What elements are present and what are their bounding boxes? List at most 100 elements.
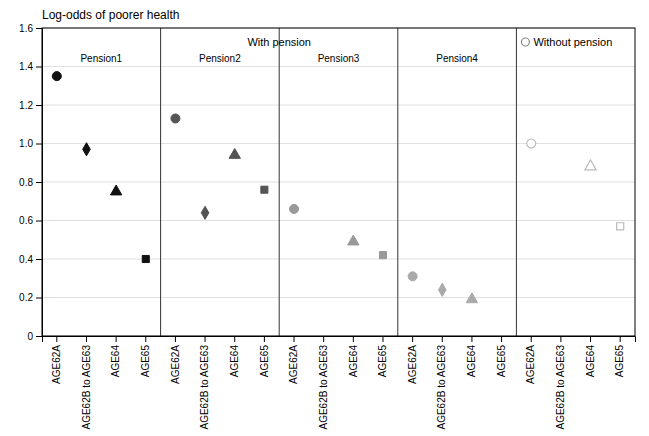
x-tick-mark xyxy=(471,336,472,342)
section-divider xyxy=(397,28,398,336)
y-tick: 0 xyxy=(27,331,42,342)
y-tick-mark xyxy=(36,144,42,145)
series xyxy=(110,148,477,302)
series xyxy=(83,143,446,297)
dividers xyxy=(161,28,517,336)
x-tick: AGE65 xyxy=(259,336,270,377)
x-tick: AGE64 xyxy=(466,336,477,377)
y-tick-label: 0.4 xyxy=(19,254,33,265)
x-tick: AGE62B to AGE63 xyxy=(81,336,92,430)
x-tick-mark xyxy=(116,336,117,342)
point xyxy=(379,252,386,259)
x-tick: AGE64 xyxy=(110,336,121,377)
point xyxy=(408,272,417,281)
x-tick-label: AGE62B to AGE63 xyxy=(318,345,329,430)
series xyxy=(585,160,596,170)
grid-line xyxy=(42,105,635,106)
x-tick-mark xyxy=(86,336,87,342)
x-tick-label: AGE62B to AGE63 xyxy=(199,345,210,430)
x-tick: AGE65 xyxy=(377,336,388,377)
y-tick-mark xyxy=(36,221,42,222)
point xyxy=(290,204,299,213)
x-tick: AGE62A xyxy=(170,336,181,384)
y-tick-mark xyxy=(36,259,42,260)
y-tick-label: 1.6 xyxy=(19,23,33,34)
chart: 00.20.40.60.81.01.21.41.6AGE62AAGE62B to… xyxy=(0,0,649,436)
series xyxy=(617,223,624,230)
x-tick: AGE62A xyxy=(288,336,299,384)
series xyxy=(142,186,386,262)
x-tick-label: AGE65 xyxy=(496,345,507,378)
x-tick: AGE62A xyxy=(51,336,62,384)
x-tick-label: AGE62B to AGE63 xyxy=(81,345,92,430)
y-tick: 0.8 xyxy=(19,177,42,188)
x-tick: AGE64 xyxy=(348,336,359,377)
x-tick: AGE62A xyxy=(407,336,418,384)
y-tick-mark xyxy=(36,298,42,299)
point xyxy=(438,283,446,296)
point xyxy=(52,72,61,81)
y-tick-mark xyxy=(36,105,42,106)
section-label: Pension2 xyxy=(199,53,241,64)
x-tick-label: AGE62A xyxy=(407,345,418,384)
annotations: Pension1Pension2Pension3Pension4With pen… xyxy=(80,36,612,64)
x-tick-mark xyxy=(590,336,591,342)
x-tick-mark xyxy=(175,336,176,342)
y-tick: 1.0 xyxy=(19,138,42,149)
y-tick: 1.6 xyxy=(19,23,42,34)
y-tick-label: 0.6 xyxy=(19,215,33,226)
point xyxy=(110,185,121,195)
y-tick: 0.2 xyxy=(19,292,42,303)
x-tick: AGE64 xyxy=(585,336,596,377)
grid-line xyxy=(42,66,635,67)
point xyxy=(201,206,209,219)
series xyxy=(527,139,536,148)
x-tick-label: AGE64 xyxy=(585,345,596,378)
x-tick-mark xyxy=(442,336,443,342)
y-axis: 00.20.40.60.81.01.21.41.6 xyxy=(19,23,42,342)
x-tick-label: AGE64 xyxy=(229,345,240,378)
x-tick-mark xyxy=(205,336,206,342)
series xyxy=(52,72,417,281)
point xyxy=(83,143,91,156)
x-tick-mark xyxy=(382,336,383,342)
x-tick: AGE62A xyxy=(525,336,536,384)
x-tick-label: AGE65 xyxy=(377,345,388,378)
x-tick: AGE62B to AGE63 xyxy=(555,336,566,430)
x-tick-label: AGE65 xyxy=(140,345,151,378)
group-key xyxy=(521,38,529,46)
y-tick: 1.4 xyxy=(19,61,42,72)
x-tick-label: AGE62A xyxy=(170,345,181,384)
grid-line xyxy=(42,259,635,260)
x-tick: AGE62B to AGE63 xyxy=(199,336,210,430)
x-axis: AGE62A AGE62B to AGE63 AGE64 AGE65 AGE62A AGE… xyxy=(43,336,636,430)
y-tick-label: 1.4 xyxy=(19,61,33,72)
point xyxy=(171,114,180,123)
y-tick-mark xyxy=(36,67,42,68)
section-divider xyxy=(279,28,280,336)
marks xyxy=(52,72,623,303)
grid-line xyxy=(42,143,635,144)
x-tick-label: AGE64 xyxy=(466,345,477,378)
grid-line xyxy=(42,182,635,183)
group-label: With pension xyxy=(247,36,311,48)
y-tick: 0.6 xyxy=(19,215,42,226)
x-tick: AGE62B to AGE63 xyxy=(436,336,447,430)
x-tick-mark xyxy=(412,336,413,342)
x-tick-label: AGE62A xyxy=(288,345,299,384)
y-tick-label: 0.8 xyxy=(19,177,33,188)
y-tick-mark xyxy=(36,28,42,29)
y-tick-label: 0.2 xyxy=(19,292,33,303)
point xyxy=(142,255,149,262)
grid xyxy=(42,28,635,336)
x-tick-label: AGE62B to AGE63 xyxy=(555,345,566,430)
y-tick-mark xyxy=(36,336,42,337)
point xyxy=(527,139,536,148)
section-divider xyxy=(516,28,517,336)
y-tick: 0.4 xyxy=(19,254,42,265)
x-tick-label: AGE64 xyxy=(110,345,121,378)
x-tick-label: AGE62A xyxy=(525,345,536,384)
y-tick-mark xyxy=(36,182,42,183)
point xyxy=(229,148,240,158)
group-label: Without pension xyxy=(533,36,612,48)
